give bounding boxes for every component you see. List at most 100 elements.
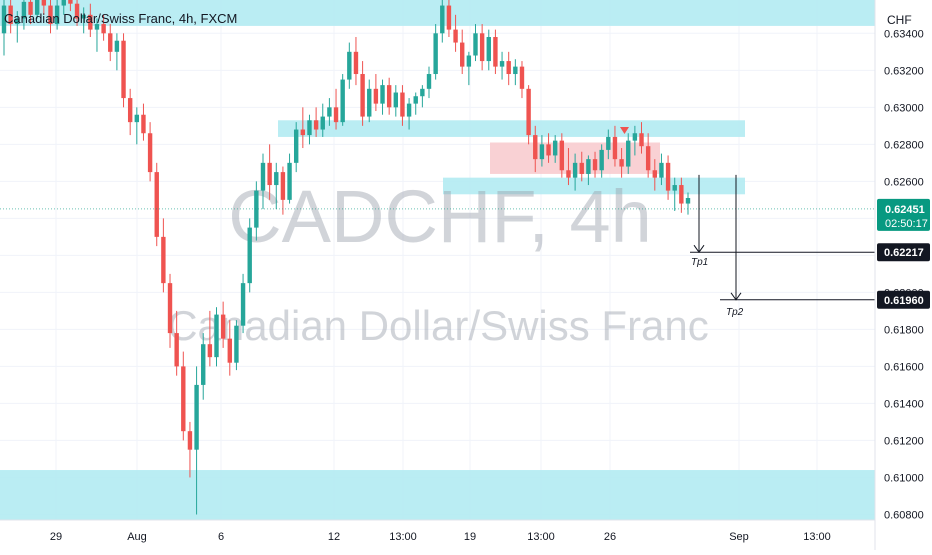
tp-price-value: 0.62217 [884,247,924,259]
currency-label: CHF [887,13,912,27]
candle-body [41,0,47,6]
candle-body [645,146,651,171]
time-tick-label: Aug [127,531,147,543]
time-tick-label: 6 [218,531,224,543]
candle-body [386,85,392,108]
zone-mid-resistance [278,120,745,137]
overlays-layer: Tp1 Tp2 [0,127,875,318]
candle-body [380,85,385,104]
candle-body [506,61,511,75]
candle-body [8,5,13,25]
candle-body [406,103,412,117]
candle-body [566,170,571,178]
candle-body [466,55,472,67]
time-tick-label: 12 [328,531,340,543]
candle-body [639,133,644,147]
candle-body [333,107,339,123]
candle-body [493,37,498,67]
candle-body [121,40,126,99]
candle-body [174,333,179,367]
time-tick-label: 13:00 [803,531,831,543]
candle-body [15,18,20,25]
time-axis[interactable]: 29 Aug 6 12 13:00 19 13:00 26 Sep 13:00 [50,531,831,543]
candle-body [367,88,372,117]
candle-body [420,88,425,97]
candle-body [513,66,518,75]
candle-body [446,5,452,30]
candle-body [21,1,27,19]
marker-triangle [620,127,629,134]
candle-body [167,283,173,334]
price-tick-label: 0.61000 [884,472,924,484]
candle-body [579,162,584,174]
candle-body [685,198,691,204]
tp-price-tag [877,243,930,262]
candle-body [347,51,352,80]
price-tick-label: 0.61200 [884,435,924,447]
time-tick-label: 13:00 [389,531,417,543]
tp1-label: Tp1 [691,257,708,268]
current-price-tag [877,198,930,231]
candle-body [147,133,153,173]
tp-price-value: 0.61960 [884,295,924,307]
candle-body [35,0,40,15]
price-tags: 0.62451 02:50:17 0.62217 0.61960 [877,198,930,309]
candle-body [187,431,193,450]
chart-title: Canadian Dollar/Swiss Franc, 4h, FXCM [4,11,237,26]
candle-body [88,14,93,30]
candle-body [519,66,525,89]
candle-body [48,5,53,25]
candle-body [526,88,531,136]
candle-body [307,120,312,136]
zone-upper-resistance [0,0,875,26]
candle-body [546,144,551,156]
price-tick-label: 0.62600 [884,176,924,188]
candle-body [360,74,365,117]
candle-body [28,1,33,15]
candle-body [240,283,246,326]
candle-body [672,185,677,191]
candle-body [313,120,319,130]
candle-body [194,384,199,450]
candle-body [1,5,7,34]
candle-body [592,159,598,171]
countdown-value: 02:50:17 [885,218,928,230]
candle-body [234,325,239,363]
candle-body [413,96,418,104]
candle-body [679,185,684,204]
candle-body [327,107,332,117]
price-tick-label: 0.63200 [884,65,924,77]
candle-body [300,129,306,136]
price-tick-label: 0.63400 [884,28,924,40]
candle-body [433,33,438,75]
candle-body [572,162,578,178]
candle-body [453,29,458,43]
price-tick-label: 0.61800 [884,324,924,336]
current-price-value: 0.62451 [885,204,925,216]
candle-body [68,0,73,4]
candle-body [659,162,664,178]
tp-price-tag [877,290,930,309]
candle-body [181,366,186,432]
candle-body [400,92,405,117]
price-tick-label: 0.63000 [884,102,924,114]
candle-body [626,140,631,167]
candle-body [101,24,106,34]
candle-body [227,338,232,363]
candle-body [81,14,86,19]
candle-body [586,159,591,174]
candle-body [486,37,491,62]
candle-body [154,172,159,237]
candle-body [652,170,657,178]
candle-body [460,42,465,67]
candle-body [340,79,345,123]
candle-body [267,162,272,186]
time-tick-label: 26 [604,531,616,543]
candle-body [665,162,671,191]
candles-layer [1,0,691,515]
candle-body [280,172,286,200]
candle-body [54,5,60,25]
time-tick-label: 29 [50,531,62,543]
